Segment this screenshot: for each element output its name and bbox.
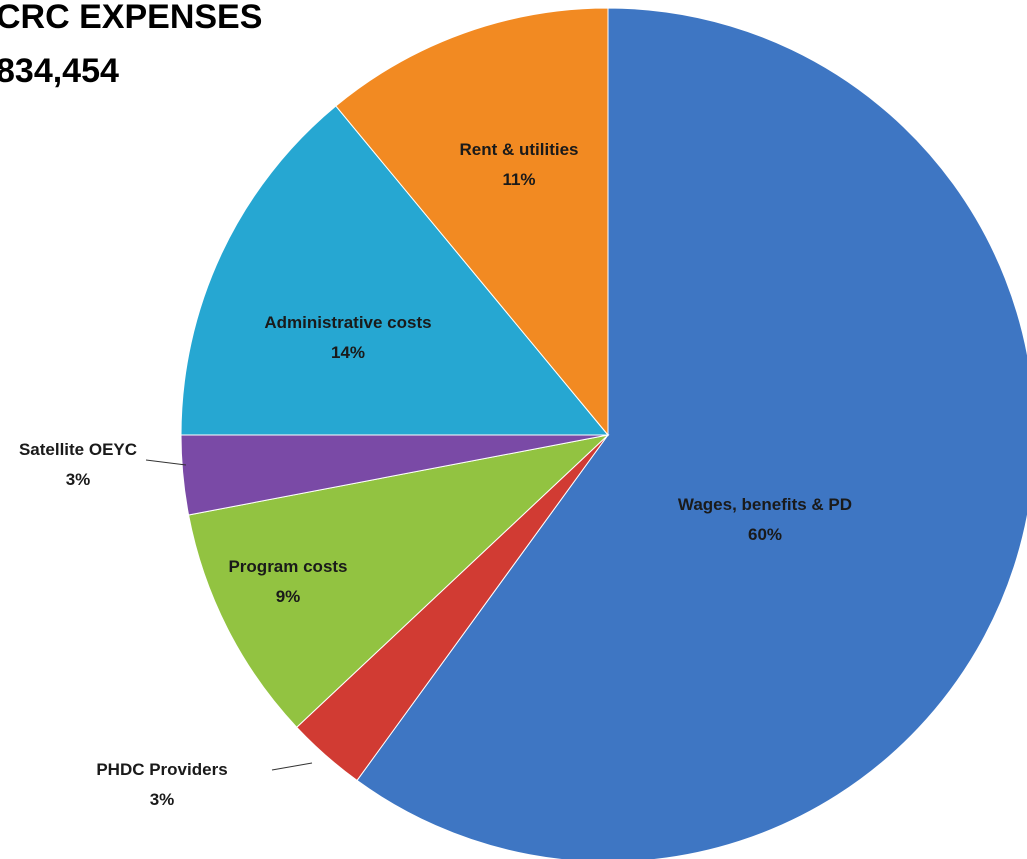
slice-label-0: Wages, benefits & PD bbox=[678, 495, 852, 514]
slice-percent-3: 3% bbox=[66, 470, 91, 489]
slice-percent-0: 60% bbox=[748, 525, 782, 544]
chart-title: CRC EXPENSES bbox=[0, 0, 263, 36]
pie-slice-2 bbox=[187, 434, 610, 729]
slice-percent-4: 14% bbox=[331, 343, 365, 362]
slice-label-1: PHDC Providers bbox=[96, 760, 227, 779]
leader-line-3 bbox=[145, 459, 187, 466]
slice-label-2: Program costs bbox=[228, 557, 347, 576]
slice-label-3: Satellite OEYC bbox=[19, 440, 137, 459]
slice-label-5: Rent & utilities bbox=[459, 140, 578, 159]
slice-percent-1: 3% bbox=[150, 790, 175, 809]
chart-subtitle: 834,454 bbox=[0, 52, 119, 90]
pie-slice-0 bbox=[356, 7, 1027, 859]
slice-label-4: Administrative costs bbox=[264, 313, 431, 332]
pie-slice-5 bbox=[335, 7, 609, 437]
slice-percent-5: 11% bbox=[502, 170, 535, 189]
leader-line-1 bbox=[271, 762, 313, 771]
pie-slice-4 bbox=[180, 105, 610, 436]
slice-percent-2: 9% bbox=[276, 587, 301, 606]
